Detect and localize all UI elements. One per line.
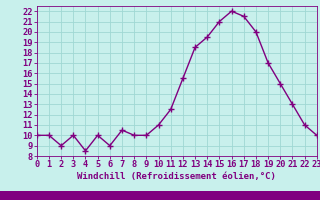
X-axis label: Windchill (Refroidissement éolien,°C): Windchill (Refroidissement éolien,°C) <box>77 172 276 181</box>
